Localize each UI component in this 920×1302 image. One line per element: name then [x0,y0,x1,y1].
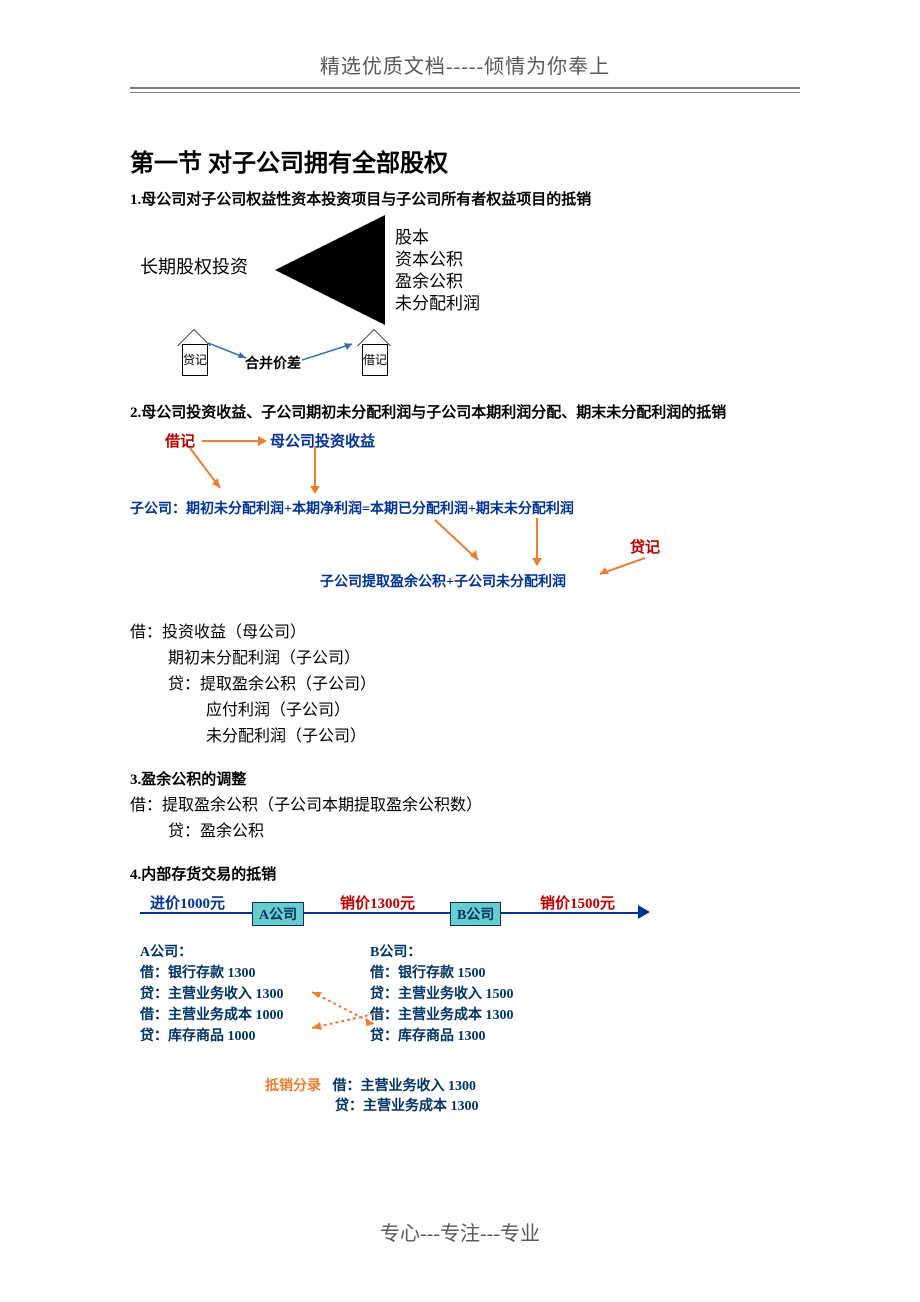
diagram-4: 进价1000元 A公司 销价1300元 B公司 销价1500元 A公司： 借：银… [140,890,800,1140]
section-title: 第一节 对子公司拥有全部股权 [130,143,800,178]
header-rule-thick [130,87,800,89]
in-price: 进价1000元 [150,892,225,913]
company-a-box: A公司 [252,902,304,926]
triangle-icon [275,215,385,325]
b-l2: 贷：主营业务收入 1500 [370,984,514,1005]
entry-line: 未分配利润（子公司） [130,724,800,750]
page-footer: 专心---专注---专业 [0,1217,920,1246]
dotted-arrow-2 [312,1012,382,1032]
a-l1: 借：银行存款 1300 [140,963,284,984]
s2-parent-inv: 母公司投资收益 [270,430,375,451]
elim-d: 借：主营业务收入 1300 [333,1079,477,1094]
d1-item: 资本公积 [395,249,480,271]
arrow-down2-icon [530,518,544,566]
connector-arrow-left [208,340,253,365]
d1-item: 盈余公积 [395,271,480,293]
s2-credit: 贷记 [630,536,660,557]
d1-left-label: 长期股权投资 [140,253,248,279]
b-l4: 贷：库存商品 1300 [370,1026,514,1047]
s1-title: 1.母公司对子公司权益性资本投资项目与子公司所有者权益项目的抵销 [130,188,800,209]
b-header: B公司： [370,942,514,963]
debit-label: 借记 [362,344,388,376]
a-entry-block: A公司： 借：银行存款 1300 贷：主营业务收入 1300 借：主营业务成本 … [140,942,284,1047]
page-content: 精选优质文档-----倾情为你奉上 第一节 对子公司拥有全部股权 1.母公司对子… [130,50,800,1140]
entry-line: 应付利润（子公司） [130,698,800,724]
s4-title: 4.内部存货交易的抵销 [130,863,800,884]
company-b-box: B公司 [450,902,501,926]
b-entry-block: B公司： 借：银行存款 1500 贷：主营业务收入 1500 借：主营业务成本 … [370,942,514,1047]
entry-line: 借：投资收益（母公司） [130,620,800,646]
d1-equity-list: 股本 资本公积 盈余公积 未分配利润 [395,227,480,315]
entry-line: 贷：盈余公积 [130,819,800,845]
b-l1: 借：银行存款 1500 [370,963,514,984]
d1-merge-diff: 合并价差 [245,353,301,373]
elim-row: 抵销分录 借：主营业务收入 1300 [265,1075,476,1095]
arrow-diag-down2-icon [430,518,490,568]
s2-title: 2.母公司投资收益、子公司期初未分配利润与子公司本期利润分配、期末未分配利润的抵… [130,401,800,422]
s2-equation: 子公司：期初未分配利润+本期净利润=本期已分配利润+期末未分配利润 [130,498,574,518]
diagram-2: 借记 母公司投资收益 子公司：期初未分配利润+本期净利润=本期已分配利润+期末未… [140,426,800,616]
entry-line: 借：提取盈余公积（子公司本期提取盈余公积数） [130,793,800,819]
s3-title: 3.盈余公积的调整 [130,768,800,789]
sell-1300: 销价1300元 [340,892,415,913]
arrow-diag-down-icon [188,446,228,496]
d1-item: 未分配利润 [395,293,480,315]
elim-c: 贷：主营业务成本 1300 [335,1095,479,1115]
connector-arrow-right [302,340,357,365]
s2-line2: 子公司提取盈余公积+子公司未分配利润 [320,571,566,591]
s3-entries: 借：提取盈余公积（子公司本期提取盈余公积数） 贷：盈余公积 [130,793,800,845]
arrow-credit-icon [595,556,650,581]
d1-item: 股本 [395,227,480,249]
debit-arrow-icon: 借记 [358,330,390,376]
entry-line: 期初未分配利润（子公司） [130,646,800,672]
arrow-down-icon [308,446,322,494]
page-header: 精选优质文档-----倾情为你奉上 [130,50,800,79]
elim-label: 抵销分录 [265,1079,321,1094]
a-header: A公司： [140,942,284,963]
header-rule-thin [130,92,800,93]
credit-arrow-icon: 贷记 [178,330,210,376]
credit-label: 贷记 [182,344,208,376]
a-l3: 借：主营业务成本 1000 [140,1005,284,1026]
b-l3: 借：主营业务成本 1300 [370,1005,514,1026]
entry-line: 贷：提取盈余公积（子公司） [130,672,800,698]
s2-entries: 借：投资收益（母公司） 期初未分配利润（子公司） 贷：提取盈余公积（子公司） 应… [130,620,800,750]
diagram-1: 长期股权投资 股本 资本公积 盈余公积 未分配利润 贷记 借记 合并价差 [140,215,800,395]
sell-1500: 销价1500元 [540,892,615,913]
a-l4: 贷：库存商品 1000 [140,1026,284,1047]
flow-arrowhead-icon [638,905,652,919]
a-l2: 贷：主营业务收入 1300 [140,984,284,1005]
